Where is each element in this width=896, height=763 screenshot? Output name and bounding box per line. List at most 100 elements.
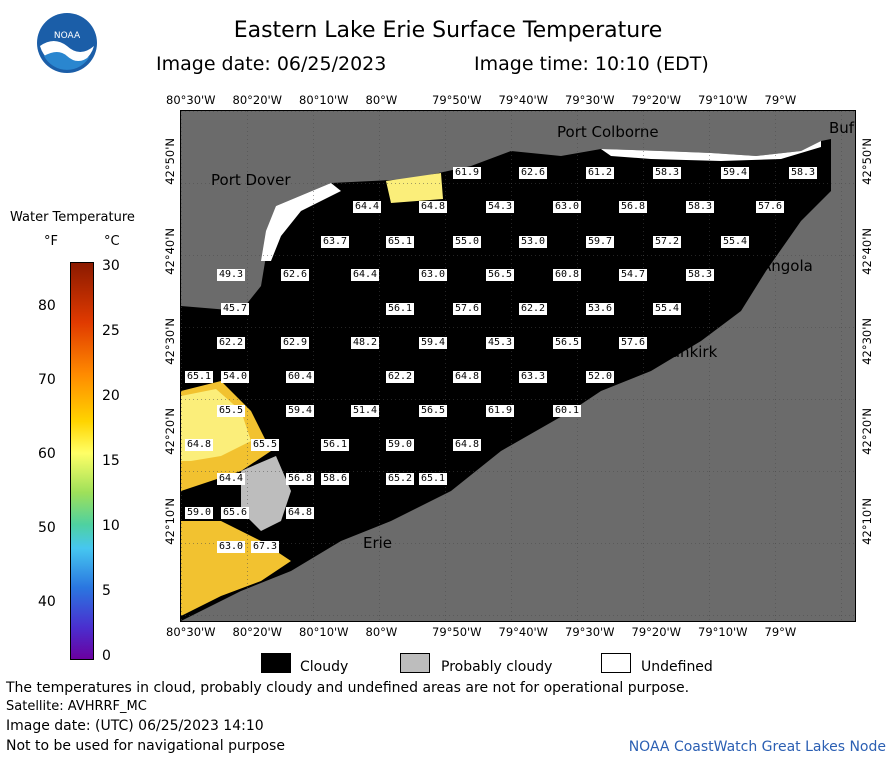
city-port-dover: Port Dover bbox=[211, 171, 291, 189]
temperature-value: 59.4 bbox=[286, 405, 315, 417]
satellite-text: Satellite: AVHRRF_MC bbox=[6, 699, 147, 714]
temperature-value: 65.5 bbox=[251, 439, 280, 451]
temperature-value: 59.0 bbox=[185, 507, 214, 519]
lon-label: 79°30'W bbox=[565, 93, 615, 107]
city-dunkirk: Dunkirk bbox=[659, 343, 718, 361]
temperature-value: 49.3 bbox=[217, 269, 246, 281]
temperature-value: 60.4 bbox=[286, 371, 315, 383]
temperature-value: 64.8 bbox=[185, 439, 214, 451]
image-date: Image date: 06/25/2023 bbox=[156, 53, 387, 75]
legend-cloudy-swatch bbox=[261, 653, 291, 673]
temperature-value: 64.4 bbox=[351, 269, 380, 281]
temperature-value: 62.6 bbox=[281, 269, 310, 281]
temperature-value: 54.7 bbox=[619, 269, 648, 281]
temperature-value: 59.4 bbox=[721, 167, 750, 179]
temperature-value: 65.1 bbox=[185, 371, 214, 383]
temperature-value: 62.2 bbox=[519, 303, 548, 315]
temperature-value: 65.1 bbox=[419, 473, 448, 485]
legend-undefined-label: Undefined bbox=[641, 659, 713, 675]
temperature-value: 58.3 bbox=[653, 167, 682, 179]
colorbar-tick-f: 60 bbox=[38, 446, 56, 462]
lat-label: 42°20'N bbox=[163, 408, 177, 455]
temperature-value: 60.8 bbox=[553, 269, 582, 281]
temperature-value: 64.8 bbox=[419, 201, 448, 213]
temperature-value: 59.0 bbox=[386, 439, 415, 451]
lon-label: 80°30'W bbox=[166, 93, 216, 107]
lon-label: 79°W bbox=[764, 625, 797, 639]
temperature-value: 64.4 bbox=[217, 473, 246, 485]
temperature-value: 65.6 bbox=[221, 507, 250, 519]
utc-date-text: Image date: (UTC) 06/25/2023 14:10 bbox=[6, 718, 264, 734]
lat-label: 42°30'N bbox=[163, 318, 177, 365]
temperature-value: 55.0 bbox=[453, 236, 482, 248]
lon-label: 79°50'W bbox=[432, 93, 482, 107]
lon-label: 80°20'W bbox=[232, 93, 283, 107]
temperature-value: 45.3 bbox=[486, 337, 515, 349]
temperature-value: 64.8 bbox=[286, 507, 315, 519]
temperature-value: 63.7 bbox=[321, 236, 350, 248]
temperature-value: 62.2 bbox=[386, 371, 415, 383]
temperature-value: 62.6 bbox=[519, 167, 548, 179]
lon-label: 79°20'W bbox=[631, 93, 682, 107]
lon-label: 79°10'W bbox=[698, 93, 748, 107]
svg-text:NOAA: NOAA bbox=[54, 31, 81, 41]
temperature-value: 62.9 bbox=[281, 337, 310, 349]
temperature-value: 58.3 bbox=[789, 167, 818, 179]
temperature-value: 57.6 bbox=[453, 303, 482, 315]
temperature-value: 64.4 bbox=[353, 201, 382, 213]
lon-label: 80°W bbox=[365, 625, 398, 639]
colorbar-tick-c: 30 bbox=[102, 258, 120, 274]
temperature-value: 58.3 bbox=[686, 201, 715, 213]
temperature-value: 58.6 bbox=[321, 473, 350, 485]
temperature-value: 56.8 bbox=[286, 473, 315, 485]
temperature-value: 67.3 bbox=[251, 541, 280, 553]
colorbar-tick-c: 20 bbox=[102, 388, 120, 404]
temperature-value: 59.4 bbox=[419, 337, 448, 349]
temperature-value: 57.2 bbox=[653, 236, 682, 248]
lon-label: 80°30'W bbox=[166, 625, 216, 639]
lat-label: 42°20'N bbox=[860, 408, 874, 455]
temperature-value: 63.0 bbox=[217, 541, 246, 553]
lon-label: 80°10'W bbox=[299, 93, 349, 107]
colorbar-tick-f: 70 bbox=[38, 372, 56, 388]
image-time: Image time: 10:10 (EDT) bbox=[474, 53, 709, 75]
city-port-colborne: Port Colborne bbox=[557, 123, 659, 141]
city-angola: Angola bbox=[761, 257, 813, 275]
lon-label: 80°W bbox=[365, 93, 398, 107]
lon-label: 79°40'W bbox=[498, 93, 549, 107]
temperature-value: 59.7 bbox=[586, 236, 615, 248]
lake-map: 61.9 62.6 61.2 58.3 59.4 58.3 64.4 64.8 54.3 63.0… bbox=[180, 110, 856, 622]
temperature-value: 63.0 bbox=[553, 201, 582, 213]
temperature-value: 63.0 bbox=[419, 269, 448, 281]
colorbar bbox=[70, 262, 94, 660]
lon-label: 79°30'W bbox=[565, 625, 615, 639]
temperature-value: 45.7 bbox=[221, 303, 250, 315]
lat-label: 42°10'N bbox=[860, 498, 874, 545]
lat-label: 42°40'N bbox=[860, 228, 874, 275]
colorbar-tick-f: 40 bbox=[38, 594, 56, 610]
lon-label: 79°20'W bbox=[631, 625, 682, 639]
disclaimer-text: The temperatures in cloud, probably clou… bbox=[6, 680, 690, 696]
temperature-value: 51.4 bbox=[351, 405, 380, 417]
temperature-value: 61.9 bbox=[453, 167, 482, 179]
temperature-value: 62.2 bbox=[217, 337, 246, 349]
grid-overlay bbox=[181, 111, 855, 621]
temperature-value: 55.4 bbox=[653, 303, 682, 315]
credit-text: NOAA CoastWatch Great Lakes Node bbox=[628, 739, 886, 755]
temperature-value: 56.8 bbox=[619, 201, 648, 213]
lon-label: 79°40'W bbox=[498, 625, 549, 639]
lat-label: 42°40'N bbox=[163, 228, 177, 275]
lon-label: 79°50'W bbox=[432, 625, 482, 639]
temperature-value: 57.6 bbox=[756, 201, 785, 213]
temperature-value: 57.6 bbox=[619, 337, 648, 349]
colorbar-tick-c: 5 bbox=[102, 583, 111, 599]
temperature-value: 60.1 bbox=[553, 405, 582, 417]
city-buffalo: Buf bbox=[829, 119, 855, 137]
page-title: Eastern Lake Erie Surface Temperature bbox=[233, 18, 663, 43]
lat-label: 42°50'N bbox=[163, 138, 177, 185]
temperature-value: 65.1 bbox=[386, 236, 415, 248]
city-erie: Erie bbox=[363, 534, 393, 552]
temperature-value: 56.5 bbox=[486, 269, 515, 281]
temperature-value: 55.4 bbox=[721, 236, 750, 248]
temperature-value: 56.5 bbox=[553, 337, 582, 349]
